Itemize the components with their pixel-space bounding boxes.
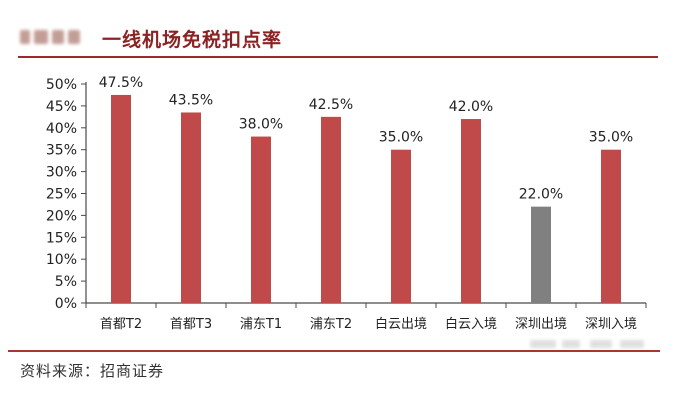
chart-data-labels: 47.5% 43.5% 38.0% 42.5% 35.0% 42.0% 22.0% 35.0% [99, 75, 633, 203]
data-label: 35.0% [589, 130, 633, 146]
chart-bars [111, 94, 621, 303]
y-tick-label: 10% [46, 252, 77, 268]
x-tick-label: 白云入境 [445, 316, 497, 332]
source-note: 资料来源：招商证券 [20, 362, 165, 380]
x-tick-label: 深圳出境 [515, 317, 567, 332]
data-label: 42.5% [309, 97, 353, 113]
x-tick-label: 浦东T2 [310, 317, 352, 332]
bar-3 [251, 136, 271, 303]
y-tick-label: 5% [55, 274, 77, 290]
y-tick-label: 15% [46, 230, 77, 246]
chart-title: 一线机场免税扣点率 [102, 29, 283, 51]
data-label: 42.0% [449, 99, 493, 115]
bar-1 [111, 94, 131, 303]
data-label: 35.0% [379, 130, 423, 146]
x-tick-label: 白云出境 [375, 316, 427, 332]
y-tick-label: 30% [46, 165, 77, 181]
data-label: 22.0% [519, 187, 563, 203]
blurred-watermark [530, 337, 650, 351]
bar-4 [321, 116, 341, 303]
data-label: 47.5% [99, 75, 143, 91]
blurred-logo [20, 28, 82, 46]
bar-6 [461, 119, 481, 303]
y-tick-label: 35% [46, 143, 77, 159]
bar-2 [181, 112, 201, 303]
y-tick-label: 50% [46, 77, 77, 93]
chart-axes [81, 82, 647, 308]
y-tick-label: 40% [46, 121, 77, 137]
bar-7 [531, 206, 551, 303]
data-label: 43.5% [169, 92, 213, 108]
bar-8 [601, 149, 621, 303]
x-tick-label: 深圳入境 [585, 317, 637, 332]
x-tick-label: 浦东T1 [240, 317, 282, 332]
chart-x-tick-labels: 首都T2 首都T3 浦东T1 浦东T2 白云出境 白云入境 深圳出境 深圳入境 [100, 316, 637, 332]
y-tick-label: 25% [46, 187, 77, 203]
data-label: 38.0% [239, 117, 283, 133]
bar-5 [391, 149, 411, 303]
x-tick-label: 首都T2 [100, 317, 142, 332]
footer-divider [8, 350, 660, 352]
y-tick-label: 45% [46, 99, 77, 115]
x-tick-label: 首都T3 [170, 317, 212, 332]
y-tick-label: 20% [46, 208, 77, 224]
chart-y-tick-labels: 0% 5% 10% 15% 20% 25% 30% 35% 40% 45% 50% [46, 77, 77, 312]
y-tick-label: 0% [55, 296, 77, 312]
chart-header: 一线机场免税扣点率 [18, 24, 658, 58]
